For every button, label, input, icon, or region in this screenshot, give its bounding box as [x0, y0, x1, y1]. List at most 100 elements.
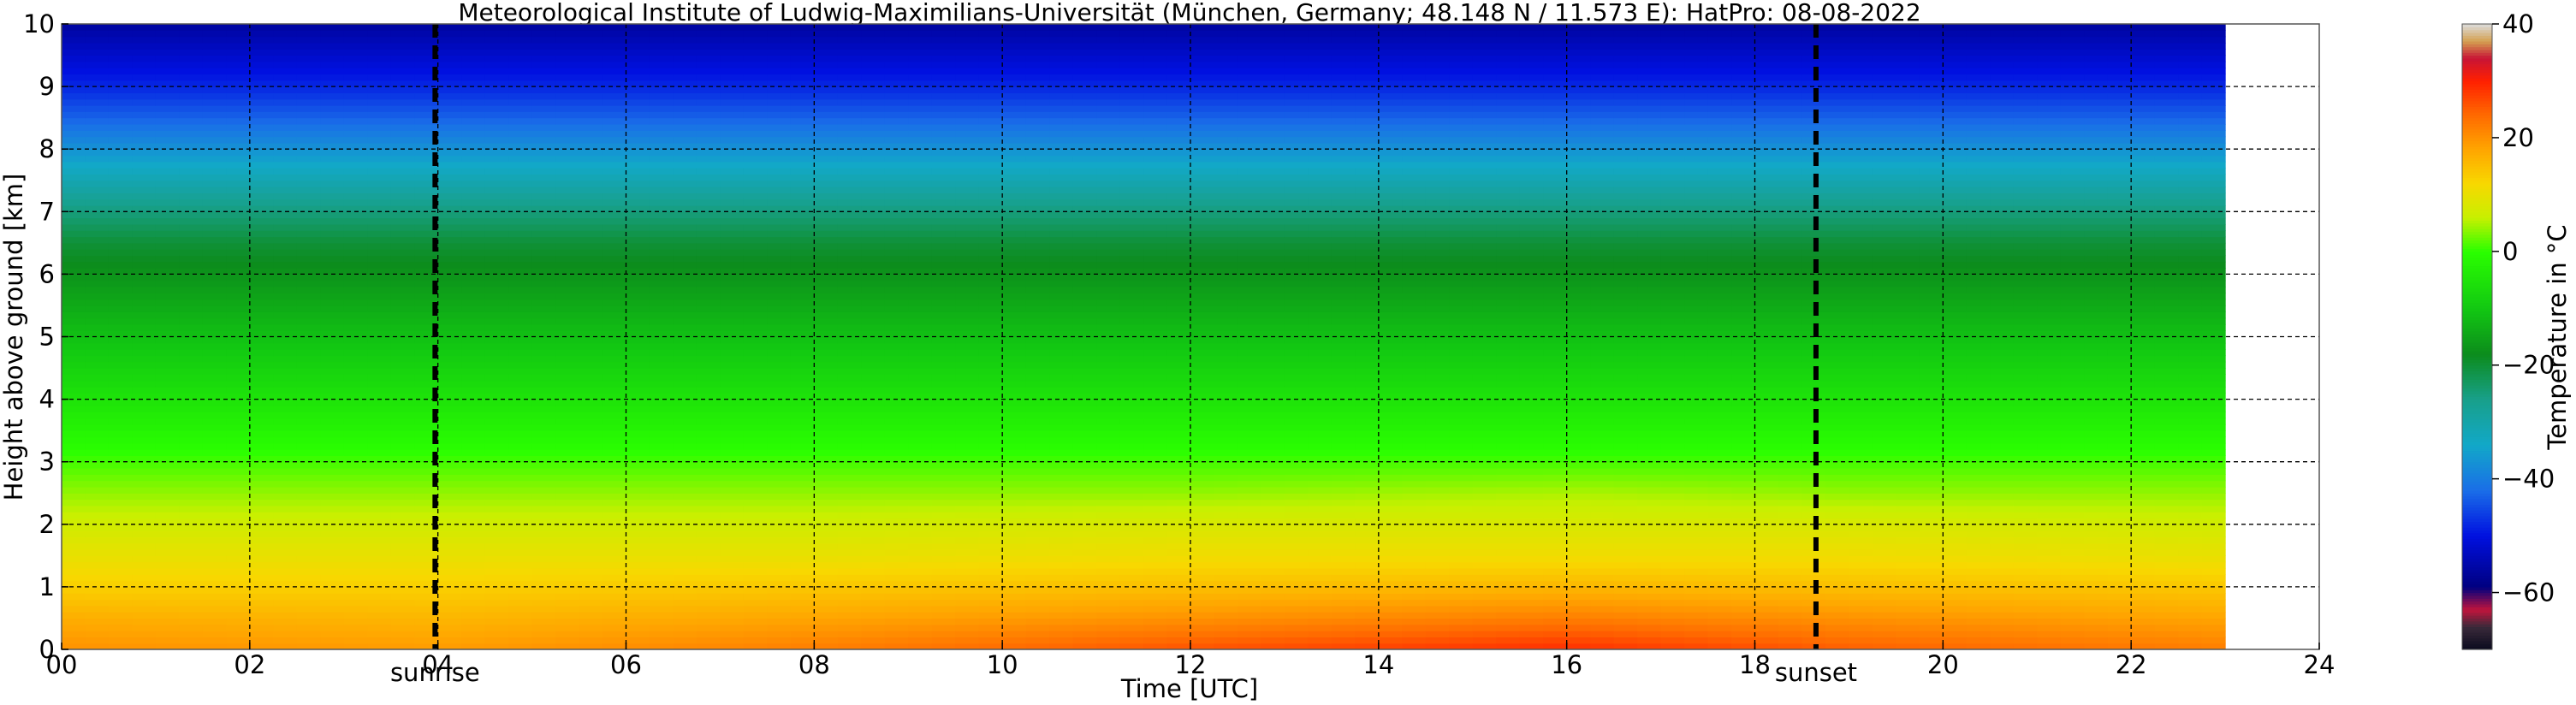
heatmap-cell [531, 561, 556, 569]
heatmap-cell [249, 505, 274, 512]
heatmap-cell [249, 499, 274, 507]
heatmap-cell [1143, 204, 1168, 212]
heatmap-cell [1072, 323, 1097, 331]
heatmap-cell [320, 574, 345, 582]
heatmap-cell [296, 542, 321, 550]
heatmap-cell [1214, 198, 1238, 206]
heatmap-cell [296, 618, 321, 625]
heatmap-cell [508, 424, 533, 431]
heatmap-cell [155, 55, 180, 62]
heatmap-cell [367, 255, 392, 263]
heatmap-cell [814, 361, 839, 369]
heatmap-cell [1072, 412, 1097, 419]
heatmap-cell [437, 355, 462, 363]
heatmap-cell [790, 336, 815, 344]
heatmap-cell [367, 561, 392, 569]
heatmap-cell [85, 430, 110, 438]
heatmap-cell [814, 92, 839, 100]
heatmap-cell [226, 637, 251, 644]
heatmap-cell [414, 287, 439, 293]
heatmap-cell [978, 249, 1003, 257]
heatmap-cell [226, 217, 251, 225]
heatmap-cell [626, 349, 650, 357]
heatmap-cell [955, 249, 980, 257]
heatmap-cell [1119, 530, 1144, 538]
heatmap-cell [579, 524, 603, 531]
heatmap-cell [837, 631, 862, 637]
heatmap-cell [743, 412, 768, 419]
heatmap-cell [579, 399, 603, 406]
heatmap-cell [179, 474, 204, 482]
heatmap-cell [531, 98, 556, 106]
heatmap-cell [390, 412, 415, 419]
heatmap-cell [1143, 223, 1168, 231]
heatmap-cell [85, 499, 110, 507]
heatmap-cell [1049, 586, 1074, 594]
heatmap-cell [249, 624, 274, 631]
heatmap-cell [978, 374, 1003, 382]
heatmap-cell [837, 380, 862, 388]
heatmap-cell [62, 612, 86, 619]
heatmap-cell [1143, 299, 1168, 306]
heatmap-cell [1002, 299, 1027, 306]
heatmap-cell [743, 317, 768, 325]
heatmap-cell [1072, 117, 1097, 125]
heatmap-cell [343, 524, 368, 531]
heatmap-cell [484, 374, 509, 382]
heatmap-cell [814, 524, 839, 531]
heatmap-cell [108, 142, 134, 150]
heatmap-cell [108, 549, 134, 556]
heatmap-cell [62, 567, 86, 575]
heatmap-cell [790, 542, 815, 550]
heatmap-cell [367, 542, 392, 550]
heatmap-cell [414, 380, 439, 388]
heatmap-cell [1002, 612, 1027, 619]
heatmap-cell [767, 493, 792, 501]
heatmap-cell [414, 230, 439, 238]
heatmap-cell [461, 480, 486, 488]
heatmap-cell [343, 217, 368, 225]
heatmap-cell [108, 355, 134, 363]
heatmap-cell [1190, 549, 1215, 556]
heatmap-cell [414, 393, 439, 400]
heatmap-cell [1119, 149, 1144, 157]
heatmap-cell [1190, 255, 1215, 263]
heatmap-cell [790, 618, 815, 625]
heatmap-cell [908, 330, 933, 338]
heatmap-cell [296, 380, 321, 388]
heatmap-cell [296, 274, 321, 281]
heatmap-cell [1049, 211, 1074, 219]
heatmap-cell [179, 618, 204, 625]
heatmap-cell [296, 105, 321, 112]
heatmap-cell [249, 436, 274, 444]
heatmap-cell [62, 580, 86, 588]
heatmap-cell [837, 24, 862, 31]
heatmap-cell [555, 142, 580, 150]
heatmap-cell [484, 149, 509, 157]
heatmap-cell [1049, 342, 1074, 350]
heatmap-cell [579, 612, 603, 619]
heatmap-cell [696, 211, 721, 219]
heatmap-cell [108, 49, 134, 56]
heatmap-cell [626, 368, 650, 375]
heatmap-cell [390, 80, 415, 87]
heatmap-cell [649, 386, 674, 394]
heatmap-cell [555, 612, 580, 619]
heatmap-cell [814, 542, 839, 550]
heatmap-cell [461, 323, 486, 331]
heatmap-cell [62, 593, 86, 601]
heatmap-cell [85, 549, 110, 556]
heatmap-cell [1166, 42, 1191, 50]
heatmap-cell [1072, 204, 1097, 212]
heatmap-cell [1025, 36, 1050, 44]
heatmap-cell [202, 386, 227, 394]
heatmap-cell [179, 198, 204, 206]
heatmap-cell [579, 30, 603, 38]
heatmap-cell [367, 98, 392, 106]
heatmap-cell [814, 512, 839, 519]
heatmap-cell [414, 98, 439, 106]
heatmap-cell [626, 361, 650, 369]
heatmap-cell [790, 424, 815, 431]
heatmap-cell [1143, 242, 1168, 250]
heatmap-cell [720, 599, 745, 607]
